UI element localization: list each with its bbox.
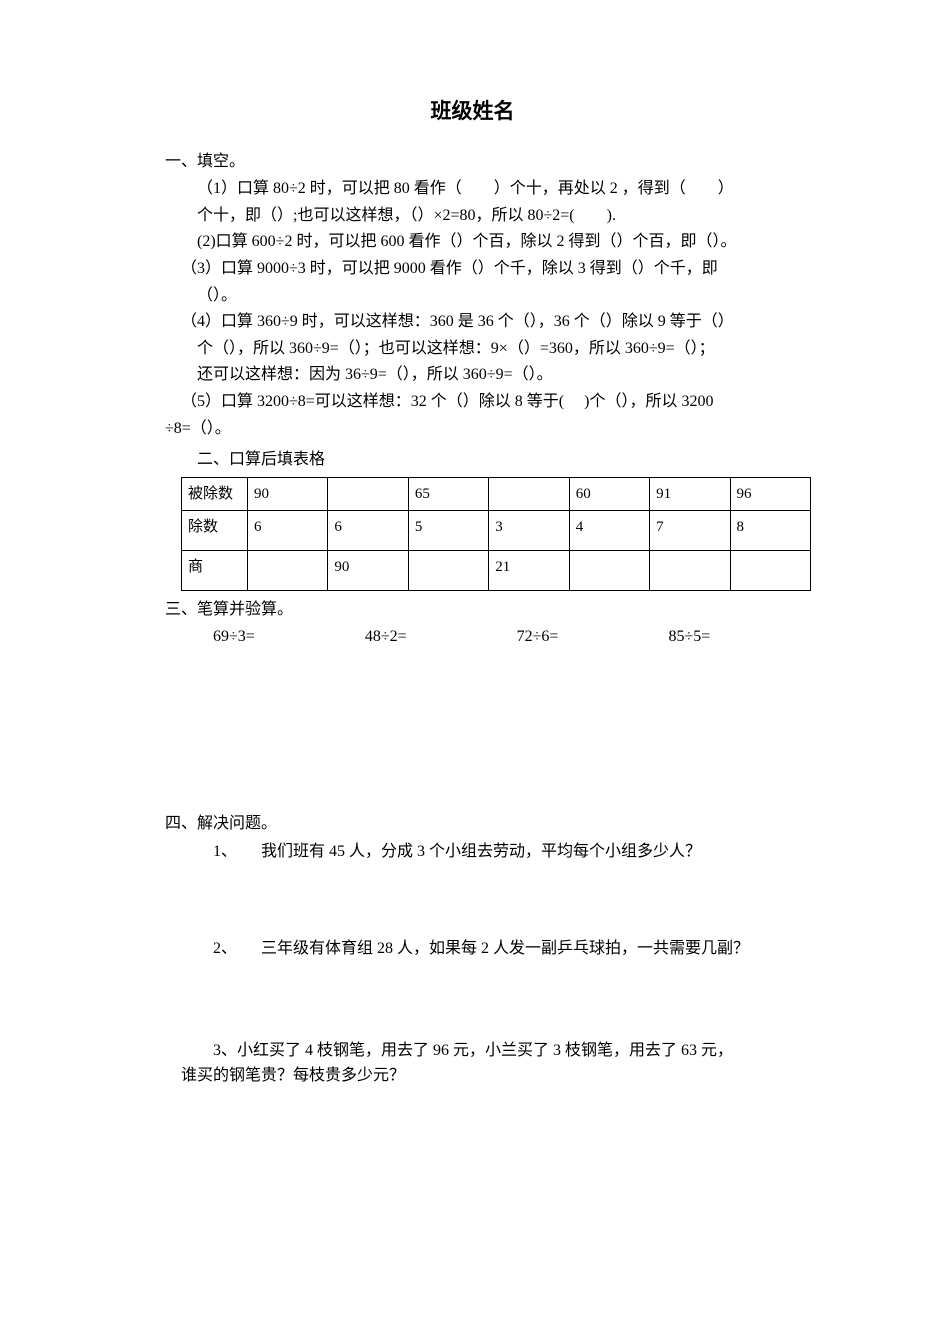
table-row: 除数 6 6 5 3 4 7 8 xyxy=(182,510,811,550)
q3-line2: （）。 xyxy=(165,283,780,309)
table-cell xyxy=(569,550,649,590)
table-cell xyxy=(730,550,810,590)
section-1-heading: 一、填空。 xyxy=(165,149,780,175)
q1-line1: （1）口算 80÷2 时，可以把 80 看作（ ）个十，再处以 2 ，得到（ ） xyxy=(165,176,780,202)
row-label: 商 xyxy=(182,550,248,590)
q3-line1: （3）口算 9000÷3 时，可以把 9000 看作（）个千，除以 3 得到（）… xyxy=(165,256,780,282)
calc-item: 85÷5= xyxy=(668,624,710,650)
word-problem-1: 1、 我们班有 45 人，分成 3 个小组去劳动，平均每个小组多少人？ xyxy=(165,839,780,865)
word-problem-3-line2: 谁买的钢笔贵？每枝贵多少元？ xyxy=(165,1063,780,1089)
table-cell: 4 xyxy=(569,510,649,550)
row-label: 被除数 xyxy=(182,477,248,510)
table-cell: 6 xyxy=(248,510,328,550)
calc-row: 69÷3= 48÷2= 72÷6= 85÷5= xyxy=(165,624,780,650)
q2: (2)口算 600÷2 时，可以把 600 看作（）个百，除以 2 得到（）个百… xyxy=(165,229,780,255)
table-cell: 6 xyxy=(328,510,408,550)
calc-table: 被除数 90 65 60 91 96 除数 6 6 5 3 4 7 8 商 90… xyxy=(181,477,811,591)
section-4-heading: 四、解决问题。 xyxy=(165,811,780,837)
row-label: 除数 xyxy=(182,510,248,550)
calc-item: 48÷2= xyxy=(365,624,407,650)
table-cell: 5 xyxy=(408,510,488,550)
q4-line1: （4）口算 360÷9 时，可以这样想：360 是 36 个（），36 个（）除… xyxy=(165,309,780,335)
wp-number: 1、 xyxy=(213,839,261,865)
calc-item: 72÷6= xyxy=(517,624,559,650)
table-cell xyxy=(650,550,730,590)
workspace-gap xyxy=(165,864,780,934)
q5-line1: （5）口算 3200÷8=可以这样想：32 个（）除以 8 等于( )个（），所… xyxy=(165,389,780,415)
table-cell xyxy=(328,477,408,510)
q4-line2: 个（），所以 360÷9=（）；也可以这样想：9×（）=360，所以 360÷9… xyxy=(165,336,780,362)
table-cell: 7 xyxy=(650,510,730,550)
table-cell: 91 xyxy=(650,477,730,510)
section-2-heading: 二、口算后填表格 xyxy=(165,447,780,473)
table-cell: 90 xyxy=(328,550,408,590)
table-row: 被除数 90 65 60 91 96 xyxy=(182,477,811,510)
word-problem-3-line1: 3、小红买了 4 枝钢笔，用去了 96 元，小兰买了 3 枝钢笔，用去了 63 … xyxy=(165,1038,780,1064)
table-cell: 21 xyxy=(489,550,569,590)
wp-text: 三年级有体育组 28 人，如果每 2 人发一副乒乓球拍，一共需要几副？ xyxy=(261,936,749,962)
table-cell xyxy=(248,550,328,590)
table-cell xyxy=(489,477,569,510)
workspace-gap xyxy=(165,962,780,1032)
wp-number: 2、 xyxy=(213,936,261,962)
table-cell: 8 xyxy=(730,510,810,550)
word-problem-2: 2、 三年级有体育组 28 人，如果每 2 人发一副乒乓球拍，一共需要几副？ xyxy=(165,936,780,962)
table-cell: 60 xyxy=(569,477,649,510)
q1-line2: 个十，即（）;也可以这样想，（）×2=80，所以 80÷2=( ). xyxy=(165,203,780,229)
q5-line2: ÷8=（）。 xyxy=(165,416,780,442)
table-cell: 96 xyxy=(730,477,810,510)
table-cell xyxy=(408,550,488,590)
table-row: 商 90 21 xyxy=(182,550,811,590)
wp-text: 我们班有 45 人，分成 3 个小组去劳动，平均每个小组多少人？ xyxy=(261,839,701,865)
q4-line3: 还可以这样想：因为 36÷9=（），所以 360÷9=（）。 xyxy=(165,362,780,388)
table-cell: 65 xyxy=(408,477,488,510)
page-title: 班级姓名 xyxy=(165,95,780,129)
table-cell: 90 xyxy=(248,477,328,510)
table-cell: 3 xyxy=(489,510,569,550)
workspace-gap xyxy=(165,650,780,805)
calc-item: 69÷3= xyxy=(213,624,255,650)
section-3-heading: 三、笔算并验算。 xyxy=(165,597,780,623)
